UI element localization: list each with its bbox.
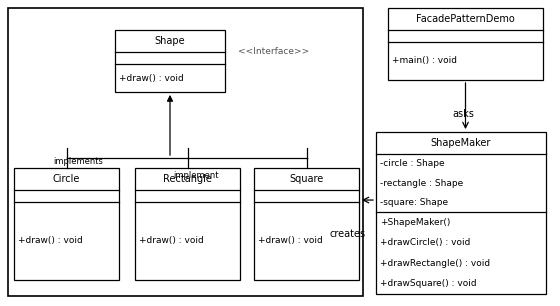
Text: +draw() : void: +draw() : void	[139, 237, 204, 245]
Text: Circle: Circle	[53, 174, 80, 184]
Text: +ShapeMaker(): +ShapeMaker()	[380, 218, 450, 227]
Text: creates: creates	[330, 229, 366, 239]
Bar	[115, 30, 225, 92]
Text: asks: asks	[452, 109, 474, 119]
Text: Shape: Shape	[155, 36, 185, 46]
Text: +drawCircle() : void: +drawCircle() : void	[380, 238, 470, 247]
Text: +drawSquare() : void: +drawSquare() : void	[380, 279, 477, 288]
Bar	[135, 168, 240, 280]
Text: +drawRectangle() : void: +drawRectangle() : void	[380, 259, 490, 268]
Text: +draw() : void: +draw() : void	[18, 237, 83, 245]
Bar	[254, 168, 359, 280]
Text: +draw() : void: +draw() : void	[119, 73, 184, 83]
Bar	[388, 8, 543, 80]
Text: -circle : Shape: -circle : Shape	[380, 159, 445, 168]
Text: +main() : void: +main() : void	[392, 57, 457, 65]
Text: Rectangle: Rectangle	[163, 174, 212, 184]
Text: -square: Shape: -square: Shape	[380, 198, 448, 207]
Text: implement: implement	[173, 171, 219, 181]
Text: -rectangle : Shape: -rectangle : Shape	[380, 178, 463, 188]
Text: ShapeMaker: ShapeMaker	[431, 138, 491, 148]
Bar	[8, 8, 363, 296]
Bar	[14, 168, 119, 280]
Text: FacadePatternDemo: FacadePatternDemo	[416, 14, 515, 24]
Text: <<Interface>>: <<Interface>>	[238, 47, 309, 57]
Text: Square: Square	[290, 174, 324, 184]
Text: implements: implements	[53, 158, 103, 166]
Text: +draw() : void: +draw() : void	[258, 237, 323, 245]
Bar	[376, 132, 546, 294]
